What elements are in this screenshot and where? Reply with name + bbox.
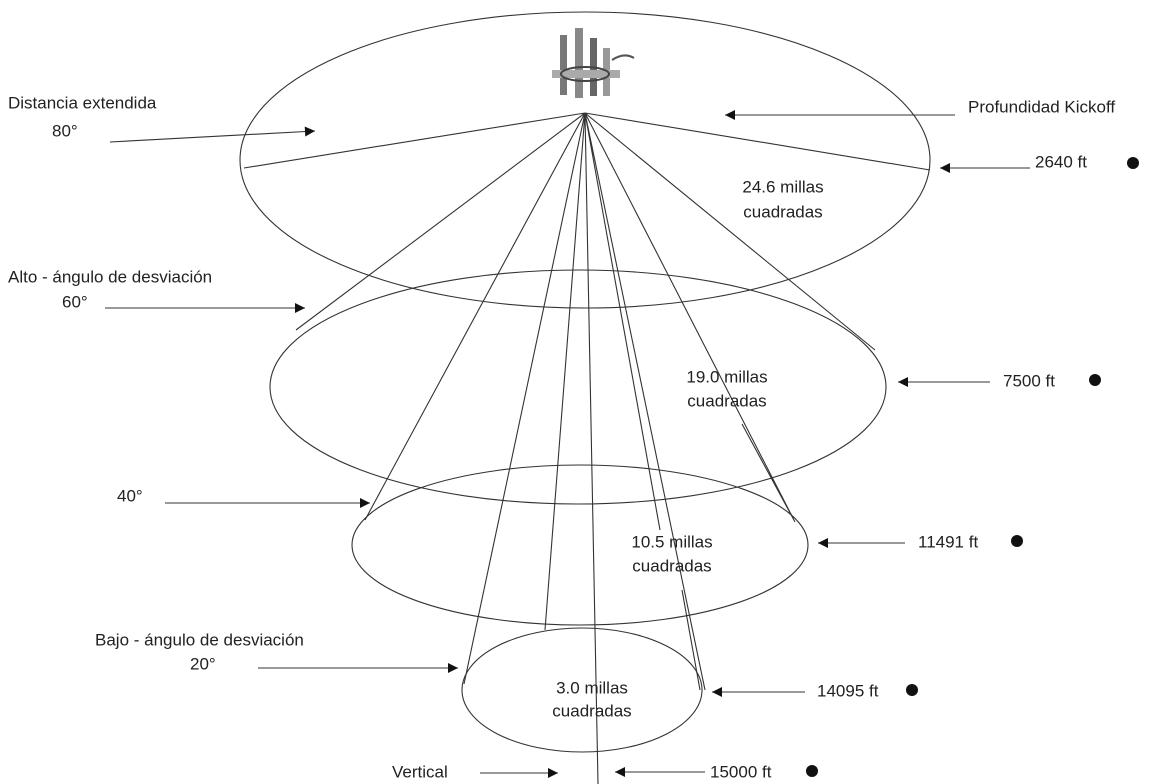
area-label: cuadradas	[632, 556, 711, 575]
arrow	[109, 126, 316, 143]
kickoff-label: Profundidad Kickoff	[968, 97, 1115, 116]
area-label: cuadradas	[552, 701, 631, 720]
angle-value: 60°	[62, 292, 88, 311]
angle-label: Vertical	[392, 762, 448, 781]
path-lines	[243, 112, 931, 784]
ellipses	[239, 11, 931, 753]
depth-label: 2640 ft	[1035, 152, 1087, 171]
angle-value: 80°	[52, 121, 78, 140]
area-label: cuadradas	[743, 202, 822, 221]
depth-label: 14095 ft	[817, 681, 879, 700]
dots	[806, 157, 1139, 777]
area-label: cuadradas	[687, 391, 766, 410]
arrows	[105, 110, 1030, 778]
angle-value: 40°	[117, 486, 143, 505]
area-label: 19.0 millas	[686, 367, 767, 386]
ellipse	[269, 269, 887, 505]
ellipse	[239, 11, 931, 309]
area-label: 24.6 millas	[742, 177, 823, 196]
ellipse	[351, 464, 809, 626]
area-label: 10.5 millas	[631, 532, 712, 551]
angle-value: 20°	[190, 654, 216, 673]
angle-label: Distancia extendida	[8, 93, 157, 112]
angle-label: Alto - ángulo de desviación	[8, 267, 212, 286]
ellipse	[461, 627, 703, 753]
labels: Distancia extendida 80° Profundidad Kick…	[8, 93, 1115, 781]
depth-label: 15000 ft	[710, 762, 772, 781]
angle-label: Bajo - ángulo de desviación	[95, 630, 304, 649]
well-paths	[243, 112, 931, 784]
depth-label: 7500 ft	[1003, 371, 1055, 390]
depth-label: 11491 ft	[918, 532, 978, 551]
area-label: 3.0 millas	[556, 678, 628, 697]
rig-icon	[552, 28, 635, 98]
